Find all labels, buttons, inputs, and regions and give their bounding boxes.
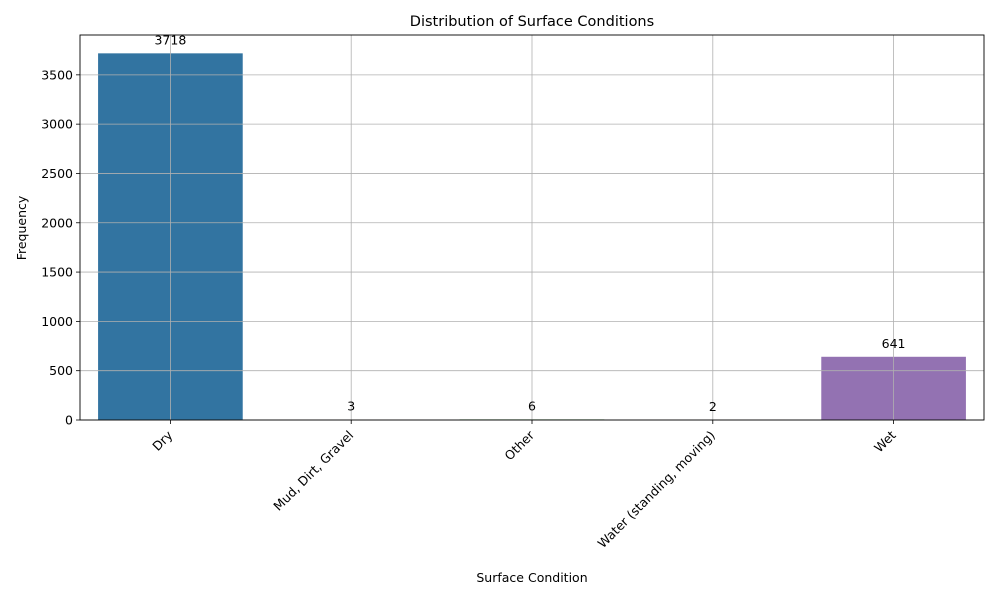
bar-value-label-3: 2 bbox=[709, 399, 717, 414]
y-tick-label-0: 0 bbox=[65, 413, 73, 428]
bar-value-label-2: 6 bbox=[528, 398, 536, 413]
y-tick-label-5: 2500 bbox=[41, 166, 73, 181]
x-tick-label-1: Mud, Dirt, Gravel bbox=[270, 428, 356, 514]
bar-value-label-1: 3 bbox=[347, 399, 355, 414]
y-tick-label-7: 3500 bbox=[41, 67, 73, 82]
x-tick-label-3: Water (standing, moving) bbox=[595, 428, 718, 551]
x-tick-label-0: Dry bbox=[149, 427, 176, 454]
y-tick-label-3: 1500 bbox=[41, 265, 73, 280]
x-axis-label: Surface Condition bbox=[476, 570, 587, 585]
chart-title: Distribution of Surface Conditions bbox=[410, 14, 654, 30]
y-tick-label-1: 500 bbox=[49, 363, 73, 378]
y-tick-label-4: 2000 bbox=[41, 215, 73, 230]
bar-value-label-4: 641 bbox=[882, 336, 906, 351]
x-tick-label-4: Wet bbox=[871, 427, 899, 455]
bar-value-label-0: 3718 bbox=[154, 32, 186, 47]
x-tick-label-2: Other bbox=[501, 427, 537, 463]
y-tick-label-2: 1000 bbox=[41, 314, 73, 329]
y-axis-label: Frequency bbox=[14, 195, 29, 260]
plot-area: 0 500 1000 1500 2000 2500 3000 3500 Dry Mud, Dirt… bbox=[41, 32, 985, 551]
axes-frame bbox=[79, 34, 985, 421]
y-tick-label-6: 3000 bbox=[41, 117, 73, 132]
